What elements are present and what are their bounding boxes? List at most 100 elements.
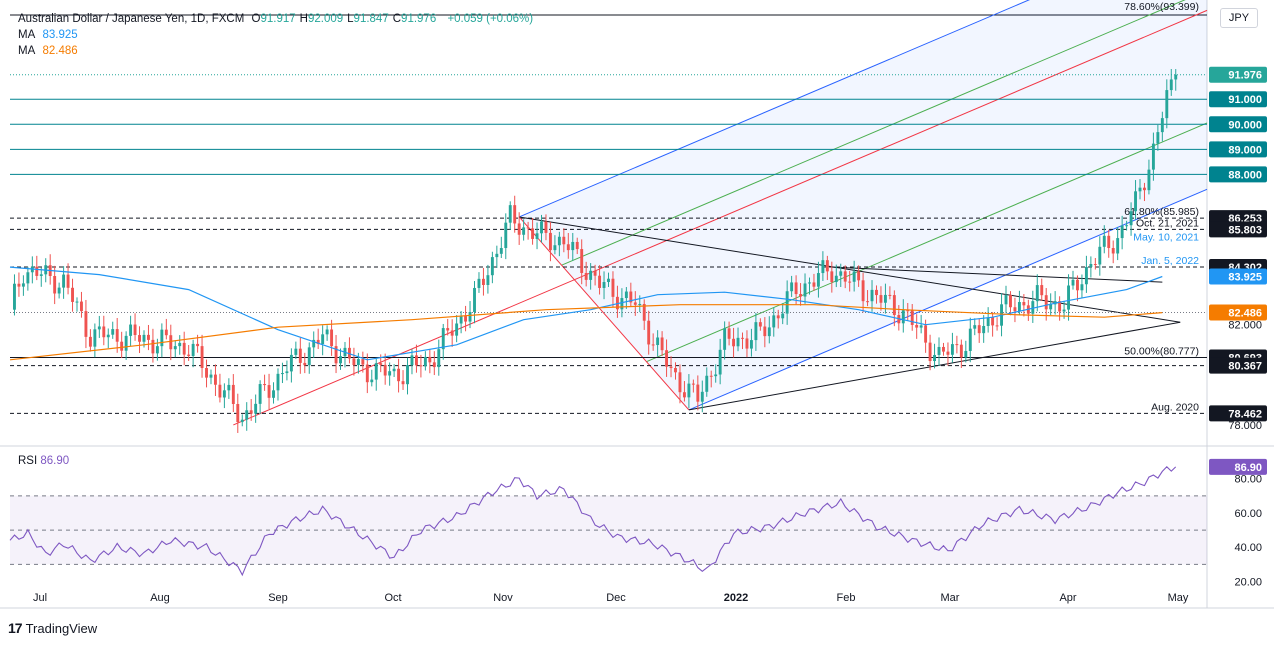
level-price-tag: 90.000	[1228, 119, 1262, 131]
level-price-tag-bg	[1209, 91, 1267, 108]
ma2-price-tag: 82.486	[1228, 308, 1262, 320]
candle-body	[57, 287, 61, 294]
symbol-title: Australian Dollar / Japanese Yen, 1D, FX…	[18, 13, 245, 25]
candle-body	[446, 328, 450, 331]
candle-body	[129, 324, 133, 336]
level-price-tag-bg	[1209, 357, 1267, 374]
candle-body	[593, 270, 597, 276]
level-price-tag-bg	[1209, 221, 1267, 238]
level-note: Aug. 2020	[1151, 401, 1199, 413]
ohlc-key: H	[299, 13, 308, 25]
candle-body	[919, 325, 923, 328]
candle-body	[321, 334, 325, 345]
candle-body	[124, 335, 128, 351]
candle-body	[799, 294, 803, 297]
ohlc-value: 92.009	[307, 13, 344, 25]
candle-body	[419, 365, 423, 367]
candle-body	[307, 347, 311, 366]
candle-body	[75, 301, 79, 303]
rsi-band-fill	[10, 495, 1207, 565]
currency-button[interactable]: JPY	[1220, 8, 1258, 28]
candle-body	[39, 274, 43, 276]
ma2-price-tag-bg	[1209, 304, 1267, 321]
candle-body	[638, 304, 642, 306]
candle-body	[312, 339, 316, 348]
candle-body	[481, 278, 485, 286]
time-tick-label: Dec	[606, 592, 626, 604]
candle-body	[187, 354, 191, 356]
candle-body	[374, 363, 378, 380]
rsi-tick-label: 60.00	[1234, 508, 1262, 520]
candle-body	[982, 325, 986, 334]
candle-body	[1044, 295, 1048, 310]
tradingview-logo-icon: 17	[8, 620, 23, 636]
candle-body	[464, 316, 468, 322]
candle-body	[200, 346, 204, 368]
candle-body	[906, 310, 910, 312]
candle-body	[240, 419, 244, 423]
level-price-tag: 85.803	[1228, 224, 1262, 236]
candle-body	[857, 271, 861, 281]
candle-body	[901, 310, 905, 324]
candle-body	[205, 367, 208, 378]
candle-body	[62, 274, 66, 288]
time-tick-label: 2022	[724, 592, 748, 604]
candle-body	[687, 383, 691, 398]
candle-body	[937, 346, 941, 355]
candle-body	[968, 328, 972, 351]
candle-body	[1102, 235, 1106, 247]
candle-body	[276, 373, 280, 391]
candle-body	[665, 350, 669, 367]
time-tick-label: Apr	[1059, 592, 1076, 604]
candle-body	[227, 384, 231, 391]
candle-body	[1138, 187, 1142, 192]
pitchfork-green-lower	[646, 122, 1208, 363]
candle-body	[379, 363, 383, 365]
candle-body	[423, 356, 427, 367]
ohlc-value: 91.917	[260, 13, 296, 25]
candle-body	[1062, 309, 1066, 312]
ma1-label: MA	[18, 29, 36, 41]
candle-body	[294, 348, 298, 355]
last-price-tag-bg	[1209, 66, 1267, 83]
rsi-label: RSI	[18, 455, 38, 467]
tradingview-logo[interactable]: 17 TradingView	[8, 620, 97, 636]
candle-body	[1049, 304, 1053, 310]
candle-body	[682, 392, 686, 398]
candle-body	[1089, 264, 1093, 267]
rsi-last-tag-bg	[1209, 458, 1267, 475]
candle-body	[598, 275, 602, 288]
candle-body	[727, 328, 731, 339]
candle-body	[991, 317, 995, 326]
candle-body	[830, 271, 834, 283]
candle-body	[26, 272, 30, 284]
trendline-upper	[519, 216, 1181, 323]
candle-body	[526, 227, 530, 229]
candle-body	[222, 390, 226, 398]
candle-body	[942, 346, 945, 352]
candle-body	[486, 275, 490, 286]
candle-body	[611, 278, 615, 297]
candle-body	[562, 236, 566, 245]
level-note: 50.00%(80.777)	[1124, 345, 1199, 357]
candle-body	[316, 339, 320, 345]
rsi-tick-label: 40.00	[1234, 542, 1262, 554]
candle-body	[84, 311, 88, 337]
candle-body	[910, 310, 914, 325]
candle-body	[1125, 225, 1129, 227]
level-price-tag-bg	[1209, 141, 1267, 158]
candle-body	[495, 253, 499, 258]
ohlc-key: O	[251, 13, 261, 25]
candle-body	[700, 391, 704, 402]
time-tick-label: Aug	[150, 592, 170, 604]
candle-body	[986, 317, 990, 326]
candle-body	[428, 356, 432, 363]
candle-body	[508, 205, 512, 223]
level-price-tag: 91.000	[1228, 94, 1262, 106]
level-note-secondary: May. 10, 2021	[1133, 231, 1199, 243]
candle-body	[352, 358, 356, 366]
candle-body	[589, 270, 593, 280]
candle-body	[696, 384, 700, 402]
candle-body	[155, 346, 159, 354]
